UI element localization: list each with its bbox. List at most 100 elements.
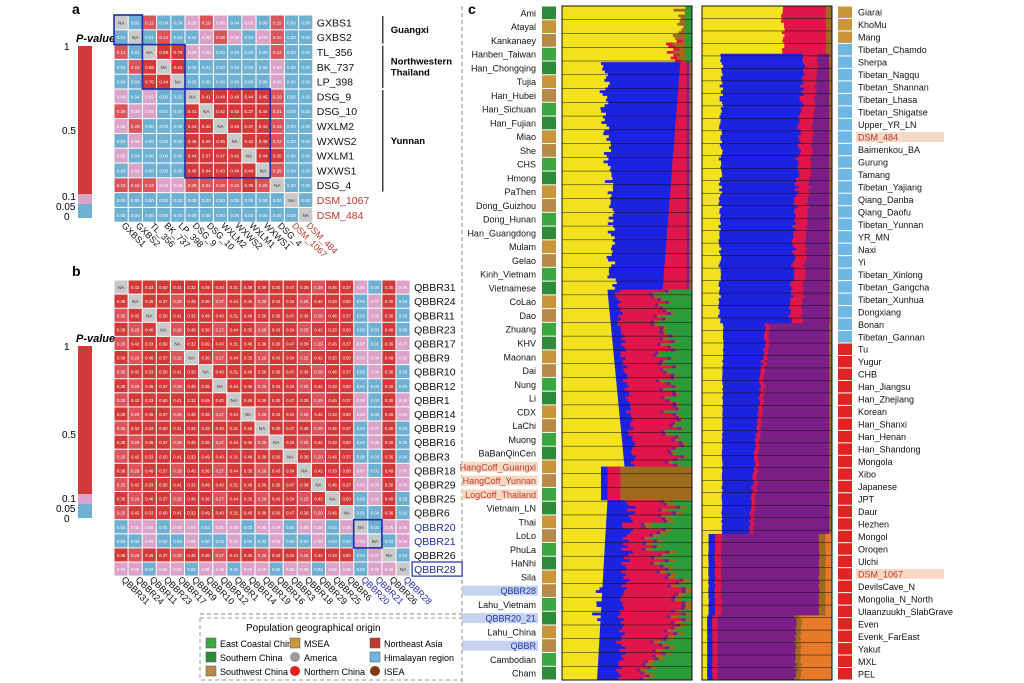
admixture-right-bar xyxy=(722,393,761,397)
admixture-right-bar xyxy=(714,578,722,583)
admixture-left-label-highlight xyxy=(462,613,538,624)
heatmap-b-cell xyxy=(354,492,368,506)
heatmap-b-cell xyxy=(382,449,396,463)
heatmap-b-cell xyxy=(311,449,325,463)
admixture-left-bar xyxy=(666,449,672,453)
admixture-left-bar xyxy=(660,343,664,347)
heatmap-a-cell xyxy=(213,207,228,222)
admixture-left-origin-swatch xyxy=(542,254,556,267)
admixture-left-bar xyxy=(611,174,672,178)
heatmap-b-cell xyxy=(213,477,227,491)
heatmap-b-cell-value: 0.49 xyxy=(385,327,394,332)
admixture-right-bar xyxy=(702,401,724,406)
admixture-left-bar xyxy=(669,199,688,203)
admixture-right-bar xyxy=(765,390,830,394)
heatmap-b-cell-value: 0.31 xyxy=(230,426,239,431)
heatmap-b-cell xyxy=(213,379,227,393)
admixture-right-bar xyxy=(797,166,811,170)
admixture-left-bar xyxy=(686,95,690,99)
admixture-right-bar xyxy=(702,306,719,310)
admixture-right-bar xyxy=(764,371,830,375)
admixture-right-bar xyxy=(702,404,723,408)
admixture-right-bar xyxy=(715,536,723,540)
admixture-right-bar xyxy=(829,337,833,341)
heatmap-a-cell-value: 0.00 xyxy=(174,198,183,203)
admixture-right-bar xyxy=(712,643,718,647)
admixture-left-bar xyxy=(562,236,615,240)
admixture-left-bar xyxy=(669,194,688,198)
admixture-left-label: QBBR20_21 xyxy=(485,614,536,624)
admixture-right-bar xyxy=(819,581,827,585)
admixture-right-bar xyxy=(702,14,782,18)
heatmap-b-cell xyxy=(227,492,241,506)
admixture-left-bar xyxy=(562,351,614,355)
admixture-left-bar xyxy=(673,345,693,349)
admixture-left-bar xyxy=(669,399,673,403)
admixture-right-bar xyxy=(722,491,753,495)
admixture-right-bar xyxy=(815,101,830,105)
admixture-left-bar xyxy=(677,463,681,467)
admixture-left-bar xyxy=(662,309,667,313)
admixture-right-bar xyxy=(829,480,833,484)
admixture-left-bar xyxy=(686,107,690,111)
admixture-left-bar xyxy=(658,303,662,307)
heatmap-b-cell xyxy=(354,548,368,562)
admixture-right-bar xyxy=(702,121,721,125)
heatmap-b-cell-value: 0.40 xyxy=(216,370,225,375)
heatmap-a-cell-value: 0.44 xyxy=(174,65,183,70)
admixture-left-bar xyxy=(562,34,674,38)
admixture-left-bar xyxy=(677,90,688,94)
heatmap-b-cell xyxy=(354,336,368,350)
admixture-right-origin-swatch xyxy=(838,655,852,668)
admixture-left-bar xyxy=(650,556,655,560)
heatmap-a-cell xyxy=(284,178,299,193)
admixture-right-bar xyxy=(720,213,796,217)
admixture-left-bar xyxy=(626,567,665,571)
admixture-left-bar xyxy=(689,76,693,80)
admixture-right-bar xyxy=(801,646,833,650)
heatmap-b-cell-value: 0.05 xyxy=(258,525,267,530)
admixture-right-bar xyxy=(757,413,762,417)
admixture-right-bar xyxy=(815,90,830,94)
admixture-left-bar xyxy=(666,326,693,330)
heatmap-b-cell-value: 0.41 xyxy=(173,285,182,290)
admixture-right-bar xyxy=(702,303,720,307)
admixture-right-bar xyxy=(708,545,716,549)
heatmap-b-cell xyxy=(227,308,241,322)
admixture-right-bar xyxy=(702,505,723,509)
admixture-left-bar xyxy=(562,460,625,465)
heatmap-b-row-label: QBBR12 xyxy=(414,381,456,393)
admixture-right-bar xyxy=(702,548,709,552)
admixture-right-bar xyxy=(801,306,830,310)
admixture-left-bar xyxy=(677,348,693,352)
admixture-left-bar xyxy=(686,123,690,128)
admixture-left-bar xyxy=(562,536,606,540)
admixture-right-bar xyxy=(722,446,756,451)
heatmap-b-cell xyxy=(142,308,156,322)
admixture-right-bar xyxy=(795,213,809,217)
admixture-right-bar xyxy=(702,511,722,515)
admixture-right-bar xyxy=(829,118,833,122)
admixture-left-bar xyxy=(686,267,690,271)
admixture-right-bar xyxy=(702,559,709,563)
admixture-right-bar xyxy=(760,359,766,363)
admixture-right-origin-swatch xyxy=(838,18,852,31)
heatmap-b-cell xyxy=(283,351,297,365)
admixture-left-origin-swatch xyxy=(542,432,556,446)
heatmap-b-cell-value: NA xyxy=(386,553,392,558)
heatmap-a-cell-value: 0.29 xyxy=(131,124,140,129)
admixture-left-bar xyxy=(675,559,693,563)
admixture-right-bar xyxy=(702,427,723,431)
admixture-right-bar xyxy=(755,444,761,448)
admixture-right-bar xyxy=(721,533,820,538)
admixture-right-bar xyxy=(720,573,820,577)
admixture-right-bar xyxy=(799,677,833,681)
heatmap-b-cell xyxy=(297,379,311,393)
admixture-left-bar xyxy=(562,643,600,647)
heatmap-a-cell xyxy=(128,207,142,222)
admixture-left-bar xyxy=(644,660,649,664)
admixture-right-bar xyxy=(723,351,765,355)
admixture-left-bar xyxy=(672,452,676,456)
admixture-right-bar xyxy=(756,474,830,479)
admixture-right-bar xyxy=(829,196,833,201)
